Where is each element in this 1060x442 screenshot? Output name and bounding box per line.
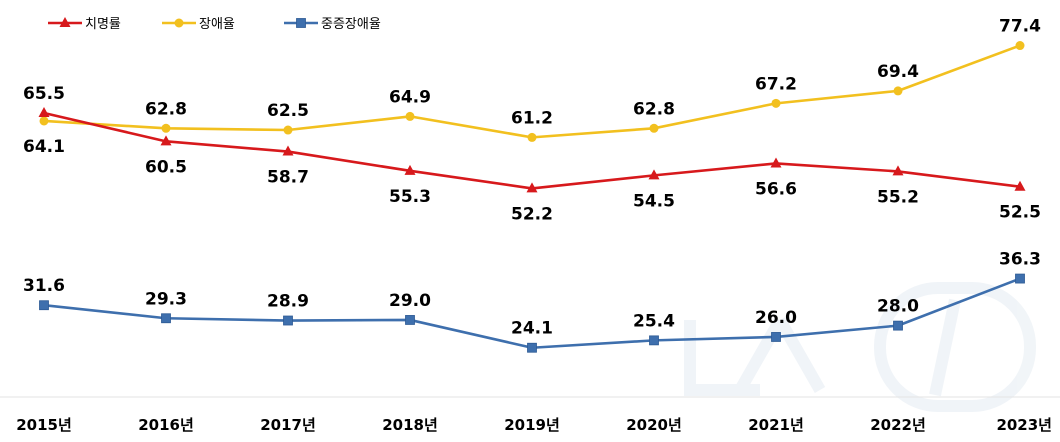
news1-watermark-logo bbox=[684, 282, 1036, 412]
data-label-s0-4: 52.2 bbox=[511, 204, 553, 224]
data-label-s2-2: 28.9 bbox=[267, 292, 309, 312]
series-0-point-5 bbox=[648, 169, 660, 180]
x-tick-label-8: 2023년 bbox=[996, 416, 1052, 434]
series-1-point-2 bbox=[283, 125, 293, 135]
data-label-s1-4: 61.2 bbox=[511, 108, 553, 128]
series-2-point-2 bbox=[283, 315, 293, 326]
data-label-s1-6: 67.2 bbox=[755, 74, 797, 94]
series-0-point-7 bbox=[892, 165, 904, 176]
data-label-s2-7: 28.0 bbox=[877, 297, 919, 317]
series-2-point-7 bbox=[893, 320, 903, 331]
series-0-point-3 bbox=[404, 164, 416, 175]
data-label-s2-3: 29.0 bbox=[389, 291, 431, 311]
data-label-s1-3: 64.9 bbox=[389, 87, 431, 107]
series-2-point-1 bbox=[161, 313, 171, 324]
x-tick-label-0: 2015년 bbox=[16, 416, 72, 434]
legend-label-2: 중증장애율 bbox=[321, 17, 381, 32]
series-layer bbox=[38, 41, 1026, 353]
series-0-point-1 bbox=[160, 135, 172, 146]
legend-marker-2 bbox=[296, 18, 306, 28]
x-tick-label-7: 2022년 bbox=[870, 416, 926, 434]
data-label-s2-4: 24.1 bbox=[511, 319, 553, 339]
data-label-s1-0: 64.1 bbox=[23, 137, 65, 157]
x-tick-label-3: 2018년 bbox=[382, 416, 438, 434]
data-label-s1-7: 69.4 bbox=[877, 62, 919, 82]
series-0-point-8 bbox=[1014, 180, 1026, 191]
series-0-point-2 bbox=[282, 145, 294, 156]
legend-marker-0 bbox=[59, 17, 71, 27]
legend-label-0: 치명률 bbox=[85, 17, 121, 32]
data-label-s2-0: 31.6 bbox=[23, 276, 65, 296]
x-tick-label-6: 2021년 bbox=[748, 416, 804, 434]
series-1-point-6 bbox=[771, 98, 781, 108]
data-label-s0-6: 56.6 bbox=[755, 179, 797, 199]
data-label-s0-3: 55.3 bbox=[389, 187, 431, 207]
series-1-point-0 bbox=[39, 116, 49, 126]
data-label-s0-1: 60.5 bbox=[145, 157, 187, 177]
series-0-point-6 bbox=[770, 157, 782, 168]
series-1-point-3 bbox=[405, 111, 415, 121]
data-label-s0-5: 54.5 bbox=[633, 191, 675, 211]
series-2-point-3 bbox=[405, 315, 415, 325]
x-tick-labels: 2015년 2016년 2017년 2018년 2019년 2020년 2021년 2022년… bbox=[16, 416, 1052, 434]
series-1-point-7 bbox=[893, 86, 903, 96]
data-label-s1-8: 77.4 bbox=[999, 17, 1041, 37]
data-label-s2-1: 29.3 bbox=[145, 289, 187, 309]
legend-marker-1 bbox=[174, 18, 184, 28]
series-1-point-8 bbox=[1015, 41, 1025, 51]
series-1-point-4 bbox=[527, 132, 537, 142]
legend-label-1: 장애율 bbox=[199, 17, 235, 32]
data-label-s1-5: 62.8 bbox=[633, 99, 675, 119]
legend: 치명률 장애율 중증장애율 bbox=[48, 17, 381, 32]
data-label-s0-0: 65.5 bbox=[23, 84, 65, 104]
data-label-s1-1: 62.8 bbox=[145, 99, 187, 119]
data-label-s0-7: 55.2 bbox=[877, 187, 919, 207]
x-tick-label-1: 2016년 bbox=[138, 416, 194, 434]
series-2-point-8 bbox=[1015, 273, 1025, 284]
series-0-point-0 bbox=[38, 107, 50, 117]
series-2-point-5 bbox=[649, 335, 659, 346]
series-1-point-1 bbox=[161, 123, 171, 133]
data-label-s1-2: 62.5 bbox=[267, 101, 309, 121]
series-0-point-4 bbox=[526, 182, 538, 193]
series-2-point-4 bbox=[527, 342, 537, 353]
data-label-s0-2: 58.7 bbox=[267, 168, 309, 188]
data-label-s2-6: 26.0 bbox=[755, 308, 797, 328]
series-2-point-6 bbox=[771, 332, 781, 342]
series-1-point-5 bbox=[649, 123, 659, 133]
x-tick-label-5: 2020년 bbox=[626, 416, 682, 434]
x-tick-label-4: 2019년 bbox=[504, 416, 560, 434]
data-label-s0-8: 52.5 bbox=[999, 203, 1041, 223]
series-2-point-0 bbox=[39, 300, 49, 311]
data-label-s2-5: 25.4 bbox=[633, 311, 675, 331]
data-label-s2-8: 36.3 bbox=[999, 250, 1041, 270]
data-labels-layer: 65.5 60.5 58.7 55.3 52.2 54.5 56.6 55.2 52.5 64.1… bbox=[23, 17, 1041, 339]
x-tick-label-2: 2017년 bbox=[260, 416, 316, 434]
